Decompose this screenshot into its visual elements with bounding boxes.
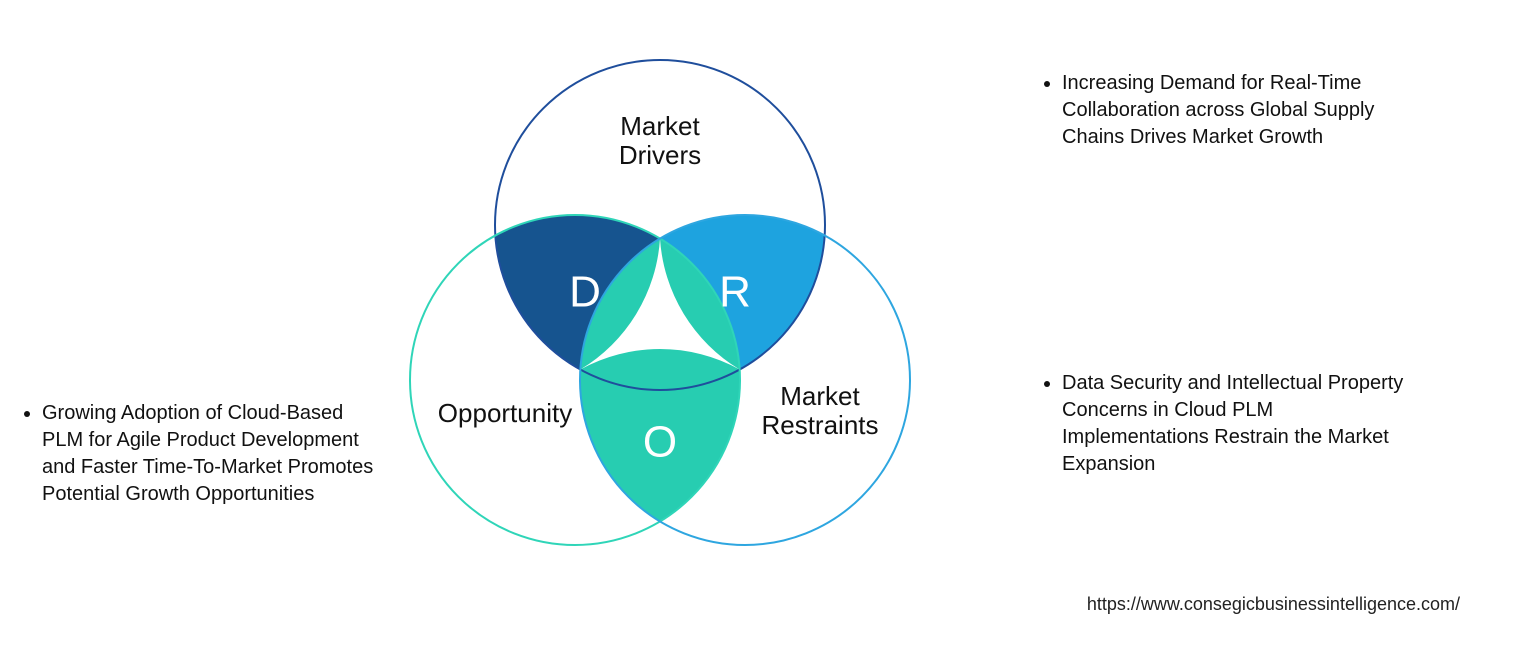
drivers-bullet-block: Increasing Demand for Real-Time Collabor… — [1040, 70, 1420, 151]
svg-text:R: R — [719, 268, 751, 317]
drivers-bullet: Increasing Demand for Real-Time Collabor… — [1062, 70, 1420, 151]
svg-text:MarketRestraints: MarketRestraints — [761, 381, 878, 440]
source-url: https://www.consegicbusinessintelligence… — [1087, 594, 1460, 615]
restraints-bullet: Data Security and Intellectual Property … — [1062, 370, 1420, 478]
svg-text:D: D — [569, 268, 601, 317]
opportunity-bullet-block: Growing Adoption of Cloud-Based PLM for … — [20, 400, 380, 508]
opportunity-bullet: Growing Adoption of Cloud-Based PLM for … — [42, 400, 380, 508]
svg-text:Opportunity: Opportunity — [438, 398, 572, 428]
restraints-bullet-block: Data Security and Intellectual Property … — [1040, 370, 1420, 478]
venn-diagram: MarketDrivers Opportunity MarketRestraints… — [360, 30, 960, 610]
svg-text:MarketDrivers: MarketDrivers — [619, 111, 701, 170]
svg-text:O: O — [643, 418, 677, 467]
